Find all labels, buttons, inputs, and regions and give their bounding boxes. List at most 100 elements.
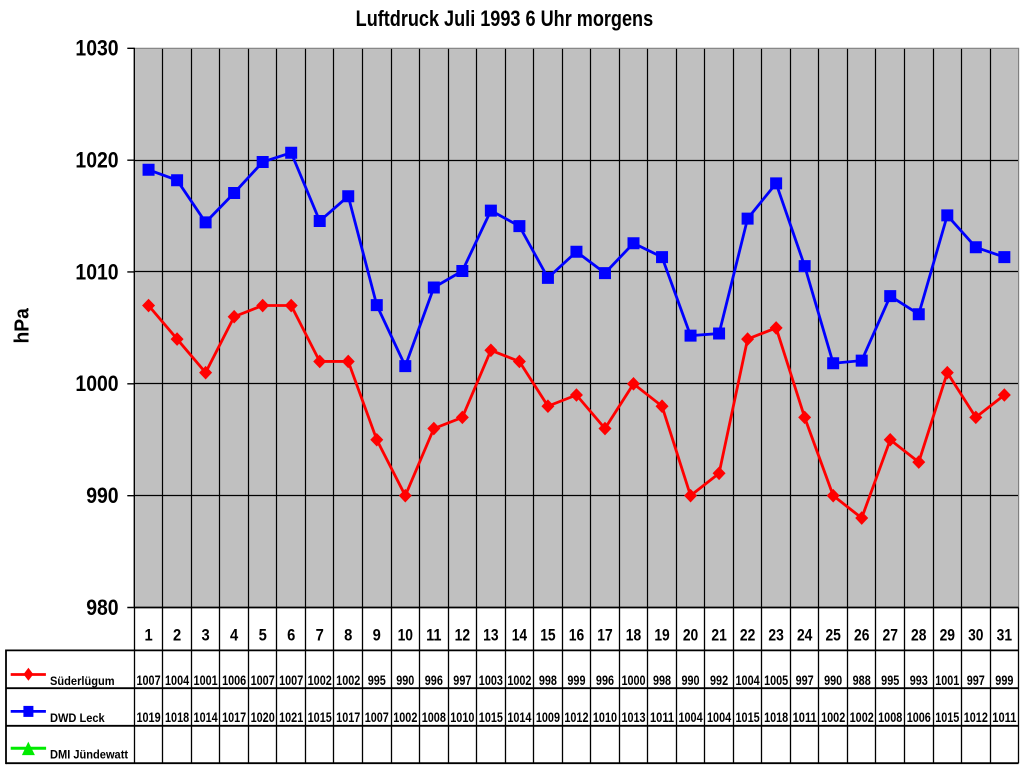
svg-text:1006: 1006 xyxy=(907,710,931,725)
svg-text:1011: 1011 xyxy=(992,710,1017,725)
svg-text:hPa: hPa xyxy=(12,307,34,343)
svg-text:1014: 1014 xyxy=(507,710,532,725)
svg-text:1000: 1000 xyxy=(75,371,118,396)
svg-text:1007: 1007 xyxy=(365,710,389,725)
svg-text:1017: 1017 xyxy=(336,710,360,725)
svg-text:990: 990 xyxy=(396,673,414,688)
svg-text:995: 995 xyxy=(368,673,387,688)
svg-text:1004: 1004 xyxy=(678,710,703,725)
svg-text:990: 990 xyxy=(86,483,118,508)
svg-text:998: 998 xyxy=(539,673,558,688)
svg-text:23: 23 xyxy=(768,627,783,645)
svg-text:13: 13 xyxy=(483,627,498,645)
svg-text:DMI Jündewatt: DMI Jündewatt xyxy=(50,748,128,762)
svg-text:22: 22 xyxy=(740,627,755,645)
svg-text:1020: 1020 xyxy=(75,148,118,173)
svg-text:1002: 1002 xyxy=(393,710,417,725)
svg-text:3: 3 xyxy=(202,627,210,645)
svg-text:12: 12 xyxy=(455,627,470,645)
svg-text:1005: 1005 xyxy=(764,673,789,688)
svg-text:992: 992 xyxy=(710,673,728,688)
svg-text:1014: 1014 xyxy=(194,710,219,725)
svg-text:9: 9 xyxy=(373,627,381,645)
svg-text:1030: 1030 xyxy=(75,36,118,61)
svg-text:1007: 1007 xyxy=(279,673,303,688)
svg-text:1013: 1013 xyxy=(621,710,645,725)
svg-text:31: 31 xyxy=(997,627,1012,645)
svg-text:1000: 1000 xyxy=(621,673,645,688)
svg-text:995: 995 xyxy=(881,673,900,688)
svg-text:29: 29 xyxy=(940,627,955,645)
svg-text:26: 26 xyxy=(854,627,869,645)
svg-text:1015: 1015 xyxy=(308,710,333,725)
svg-text:1018: 1018 xyxy=(764,710,789,725)
svg-text:Luftdruck Juli 1993 6 Uhr morg: Luftdruck Juli 1993 6 Uhr morgens xyxy=(356,6,654,31)
svg-text:1011: 1011 xyxy=(650,710,675,725)
svg-text:11: 11 xyxy=(426,627,441,645)
svg-text:24: 24 xyxy=(797,627,812,645)
svg-text:19: 19 xyxy=(654,627,669,645)
svg-text:980: 980 xyxy=(86,595,118,620)
svg-text:1002: 1002 xyxy=(336,673,360,688)
svg-text:990: 990 xyxy=(682,673,700,688)
svg-text:996: 996 xyxy=(425,673,443,688)
svg-text:993: 993 xyxy=(910,673,928,688)
svg-text:997: 997 xyxy=(796,673,814,688)
svg-text:1015: 1015 xyxy=(736,710,761,725)
svg-text:1017: 1017 xyxy=(222,710,246,725)
svg-text:5: 5 xyxy=(259,627,267,645)
svg-text:1009: 1009 xyxy=(536,710,560,725)
svg-text:1012: 1012 xyxy=(964,710,988,725)
svg-text:7: 7 xyxy=(316,627,324,645)
svg-text:1020: 1020 xyxy=(251,710,275,725)
svg-text:21: 21 xyxy=(711,627,726,645)
svg-text:1011: 1011 xyxy=(793,710,818,725)
svg-text:1002: 1002 xyxy=(507,673,531,688)
svg-text:1007: 1007 xyxy=(251,673,275,688)
svg-text:990: 990 xyxy=(824,673,842,688)
svg-text:14: 14 xyxy=(512,627,527,645)
svg-text:999: 999 xyxy=(567,673,585,688)
svg-text:1010: 1010 xyxy=(450,710,474,725)
svg-text:1001: 1001 xyxy=(935,673,960,688)
svg-text:1008: 1008 xyxy=(422,710,447,725)
svg-text:1002: 1002 xyxy=(850,710,874,725)
svg-text:18: 18 xyxy=(626,627,641,645)
svg-text:999: 999 xyxy=(995,673,1013,688)
svg-text:6: 6 xyxy=(287,627,295,645)
svg-text:1002: 1002 xyxy=(308,673,332,688)
svg-text:1021: 1021 xyxy=(279,710,304,725)
svg-text:1002: 1002 xyxy=(821,710,845,725)
svg-text:1010: 1010 xyxy=(75,259,118,284)
svg-text:1006: 1006 xyxy=(222,673,246,688)
svg-text:28: 28 xyxy=(911,627,926,645)
svg-text:27: 27 xyxy=(883,627,898,645)
svg-text:997: 997 xyxy=(453,673,471,688)
svg-text:1019: 1019 xyxy=(137,710,161,725)
svg-text:1015: 1015 xyxy=(935,710,960,725)
svg-text:1: 1 xyxy=(144,627,152,645)
svg-text:1004: 1004 xyxy=(165,673,190,688)
svg-text:998: 998 xyxy=(653,673,672,688)
svg-text:17: 17 xyxy=(597,627,612,645)
svg-text:25: 25 xyxy=(825,627,840,645)
svg-text:1010: 1010 xyxy=(593,710,617,725)
svg-text:988: 988 xyxy=(853,673,872,688)
svg-text:996: 996 xyxy=(596,673,614,688)
svg-text:8: 8 xyxy=(344,627,352,645)
svg-text:15: 15 xyxy=(540,627,555,645)
svg-text:1008: 1008 xyxy=(878,710,903,725)
svg-text:1003: 1003 xyxy=(479,673,503,688)
svg-text:1001: 1001 xyxy=(194,673,219,688)
svg-text:1007: 1007 xyxy=(137,673,161,688)
svg-text:30: 30 xyxy=(968,627,983,645)
svg-text:1018: 1018 xyxy=(165,710,190,725)
svg-text:20: 20 xyxy=(683,627,698,645)
svg-text:1004: 1004 xyxy=(707,710,732,725)
svg-text:1004: 1004 xyxy=(736,673,761,688)
svg-text:1015: 1015 xyxy=(479,710,504,725)
svg-text:DWD Leck: DWD Leck xyxy=(50,711,105,725)
svg-text:4: 4 xyxy=(230,627,238,645)
svg-text:997: 997 xyxy=(967,673,985,688)
svg-text:16: 16 xyxy=(569,627,584,645)
